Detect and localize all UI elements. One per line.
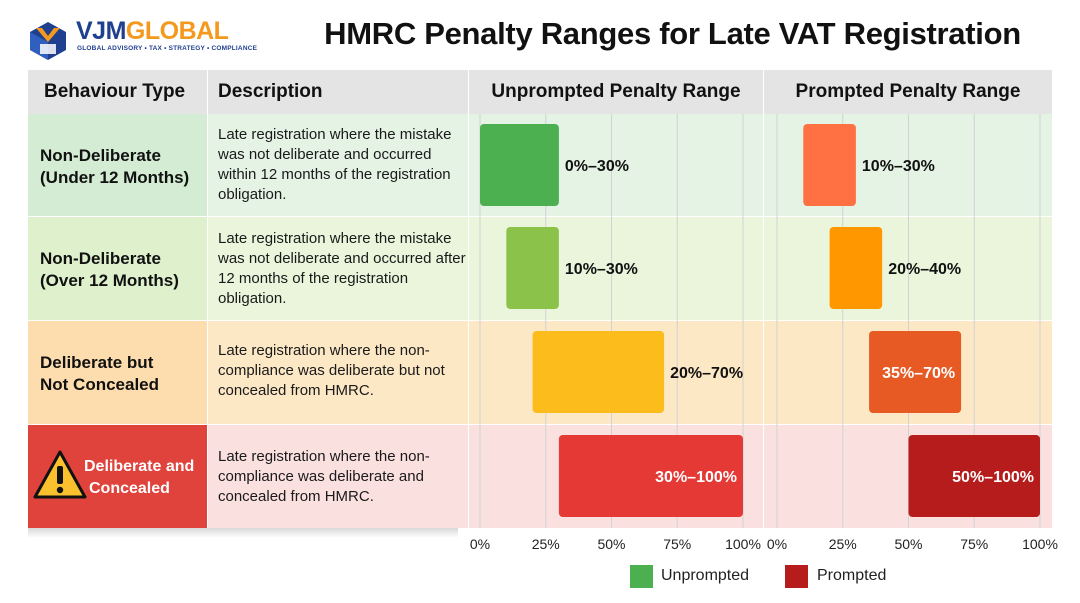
header-divider [207,70,208,114]
legend-label-prompted: Prompted [817,567,887,584]
row-label-3: Deliberate but Not Concealed [40,352,159,396]
legend-label-unprompted: Unprompted [661,567,750,584]
logo-mark-icon [30,22,66,60]
x-tick-label: 100% [1022,536,1058,552]
row-description-2: Late registration where the mistake was … [218,230,466,307]
x-tick-label: 25% [829,536,857,552]
company-logo: VJMGLOBAL GLOBAL ADVISORY • TAX • STRATE… [26,14,266,62]
header-divider [763,70,764,114]
row-label-line: Non-Deliberate [40,146,161,165]
table-shadow [28,528,458,538]
unprompted-bar [506,227,559,309]
header-unprompted-range: Unprompted Penalty Range [491,81,741,102]
row-label-cell-3 [28,320,207,424]
unprompted-bar [532,331,665,413]
row-label-line: Not Concealed [40,375,160,394]
unprompted-bar [480,124,559,206]
unprompted-bar [558,435,743,517]
header-behaviour-type: Behaviour Type [44,81,186,102]
legend-swatch-prompted [785,565,808,588]
row-divider [28,320,1052,321]
x-tick-label: 25% [532,536,560,552]
row-label-cell-2 [28,216,207,320]
header-prompted-range: Prompted Penalty Range [795,81,1021,102]
x-tick-label: 75% [663,536,691,552]
x-tick-label: 75% [960,536,988,552]
row-label-line: (Over 12 Months) [40,271,179,290]
unprompted-bar-label: 20%–70% [670,365,743,382]
row-label-2: Non-Deliberate (Over 12 Months) [40,248,179,292]
prompted-bar-label: 50%–100% [952,469,1034,486]
unprompted-bar-label: 30%–100% [655,469,737,486]
row-divider [28,216,1052,217]
unprompted-bar-label: 10%–30% [565,261,638,278]
prompted-bar [869,331,962,413]
unprompted-bar-label: 0%–30% [565,158,629,175]
header-divider [468,70,469,114]
row-description-3: Late registration where the non-complian… [218,342,445,399]
x-tick-label: 50% [597,536,625,552]
row-label-1: Non-Deliberate (Under 12 Months) [40,145,189,189]
row-description-1: Late registration where the mistake was … [218,126,452,203]
prompted-bar-label: 10%–30% [862,158,935,175]
row-label-cell-1 [28,114,207,216]
column-divider [207,114,208,528]
row-label-line: Deliberate but [40,353,154,372]
row-label-line: Non-Deliberate [40,249,161,268]
page-title: HMRC Penalty Ranges for Late VAT Registr… [324,16,1021,51]
column-divider [763,114,764,528]
column-divider [468,114,469,528]
row-divider [28,424,1052,425]
logo-wordmark: VJMGLOBAL [76,17,229,45]
x-tick-label: 0% [470,536,490,552]
warning-icon [33,450,87,499]
header-description: Description [218,81,323,102]
row-label-line: (Under 12 Months) [40,168,190,187]
row-label-line: Concealed [89,480,170,497]
prompted-bar [829,227,883,309]
prompted-bar [803,124,856,206]
prompted-bar-label: 20%–40% [888,261,961,278]
prompted-bar [908,435,1040,517]
x-tick-label: 100% [725,536,761,552]
logo-tagline: GLOBAL ADVISORY • TAX • STRATEGY • COMPL… [77,45,258,52]
row-label-4: Deliberate and Concealed [84,456,194,500]
x-tick-label: 0% [767,536,787,552]
table-header: Behaviour Type Description Unprompted Pe… [28,70,1052,114]
legend-swatch-unprompted [630,565,653,588]
row-label-line: Deliberate and [84,458,195,475]
prompted-bar-label: 35%–70% [882,365,955,382]
row-description-4: Late registration where the non-complian… [218,448,430,505]
x-tick-label: 50% [894,536,922,552]
